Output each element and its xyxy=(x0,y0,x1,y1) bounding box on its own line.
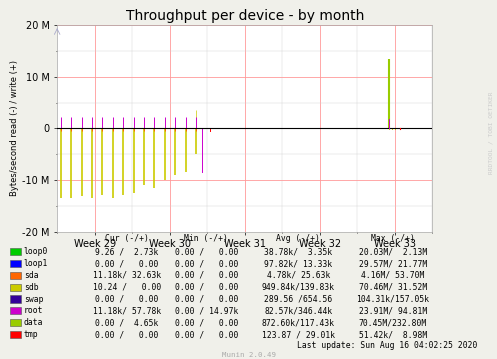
Text: 4.16M/ 53.70M: 4.16M/ 53.70M xyxy=(361,271,424,280)
Text: 0.00 /   0.00: 0.00 / 0.00 xyxy=(174,318,238,327)
Text: loop1: loop1 xyxy=(24,259,48,268)
Text: 70.45M/232.80M: 70.45M/232.80M xyxy=(358,318,427,327)
Text: 4.78k/ 25.63k: 4.78k/ 25.63k xyxy=(266,271,330,280)
Text: 20.03M/  2.13M: 20.03M/ 2.13M xyxy=(358,247,427,256)
Text: loop0: loop0 xyxy=(24,247,48,256)
Text: 0.00 /   0.00: 0.00 / 0.00 xyxy=(174,330,238,339)
Text: Cur (-/+): Cur (-/+) xyxy=(105,234,149,243)
Text: Min (-/+): Min (-/+) xyxy=(184,234,228,243)
Text: 51.42k/  8.98M: 51.42k/ 8.98M xyxy=(358,330,427,339)
Text: swap: swap xyxy=(24,294,43,304)
Text: 38.78k/  3.35k: 38.78k/ 3.35k xyxy=(264,247,332,256)
Text: 0.00 /   0.00: 0.00 / 0.00 xyxy=(95,330,159,339)
Y-axis label: Bytes/second read (-) / write (+): Bytes/second read (-) / write (+) xyxy=(10,60,19,196)
Text: 0.00 /   0.00: 0.00 / 0.00 xyxy=(174,259,238,268)
Text: Munin 2.0.49: Munin 2.0.49 xyxy=(222,353,275,358)
Text: 0.00 /   0.00: 0.00 / 0.00 xyxy=(174,294,238,304)
Text: 289.56 /654.56: 289.56 /654.56 xyxy=(264,294,332,304)
Text: 104.31k/157.05k: 104.31k/157.05k xyxy=(356,294,429,304)
Text: sdb: sdb xyxy=(24,283,38,292)
Text: 0.00 /   0.00: 0.00 / 0.00 xyxy=(95,259,159,268)
Text: 0.00 /  4.65k: 0.00 / 4.65k xyxy=(95,318,159,327)
Text: 29.57M/ 21.77M: 29.57M/ 21.77M xyxy=(358,259,427,268)
Text: 123.87 / 29.01k: 123.87 / 29.01k xyxy=(261,330,335,339)
Text: root: root xyxy=(24,306,43,316)
Text: data: data xyxy=(24,318,43,327)
Text: 9.26 /  2.73k: 9.26 / 2.73k xyxy=(95,247,159,256)
Text: 0.00 /   0.00: 0.00 / 0.00 xyxy=(174,247,238,256)
Text: 10.24 /   0.00: 10.24 / 0.00 xyxy=(92,283,161,292)
Text: 0.00 /   0.00: 0.00 / 0.00 xyxy=(174,283,238,292)
Text: 11.18k/ 32.63k: 11.18k/ 32.63k xyxy=(92,271,161,280)
Text: RRDTOOL / TOBI OETIKER: RRDTOOL / TOBI OETIKER xyxy=(488,92,493,174)
Text: 0.00 /   0.00: 0.00 / 0.00 xyxy=(174,271,238,280)
Text: 70.46M/ 31.52M: 70.46M/ 31.52M xyxy=(358,283,427,292)
Text: 97.82k/ 13.33k: 97.82k/ 13.33k xyxy=(264,259,332,268)
Title: Throughput per device - by month: Throughput per device - by month xyxy=(126,9,364,23)
Text: sda: sda xyxy=(24,271,38,280)
Text: 11.18k/ 57.78k: 11.18k/ 57.78k xyxy=(92,306,161,316)
Text: 0.00 /   0.00: 0.00 / 0.00 xyxy=(95,294,159,304)
Text: Avg (-/+): Avg (-/+) xyxy=(276,234,320,243)
Text: Max (-/+): Max (-/+) xyxy=(371,234,414,243)
Text: Last update: Sun Aug 16 04:02:25 2020: Last update: Sun Aug 16 04:02:25 2020 xyxy=(297,341,477,350)
Text: 949.84k/139.83k: 949.84k/139.83k xyxy=(261,283,335,292)
Text: 23.91M/ 94.81M: 23.91M/ 94.81M xyxy=(358,306,427,316)
Text: tmp: tmp xyxy=(24,330,38,339)
Text: 872.60k/117.43k: 872.60k/117.43k xyxy=(261,318,335,327)
Text: 82.57k/346.44k: 82.57k/346.44k xyxy=(264,306,332,316)
Text: 0.00 / 14.97k: 0.00 / 14.97k xyxy=(174,306,238,316)
